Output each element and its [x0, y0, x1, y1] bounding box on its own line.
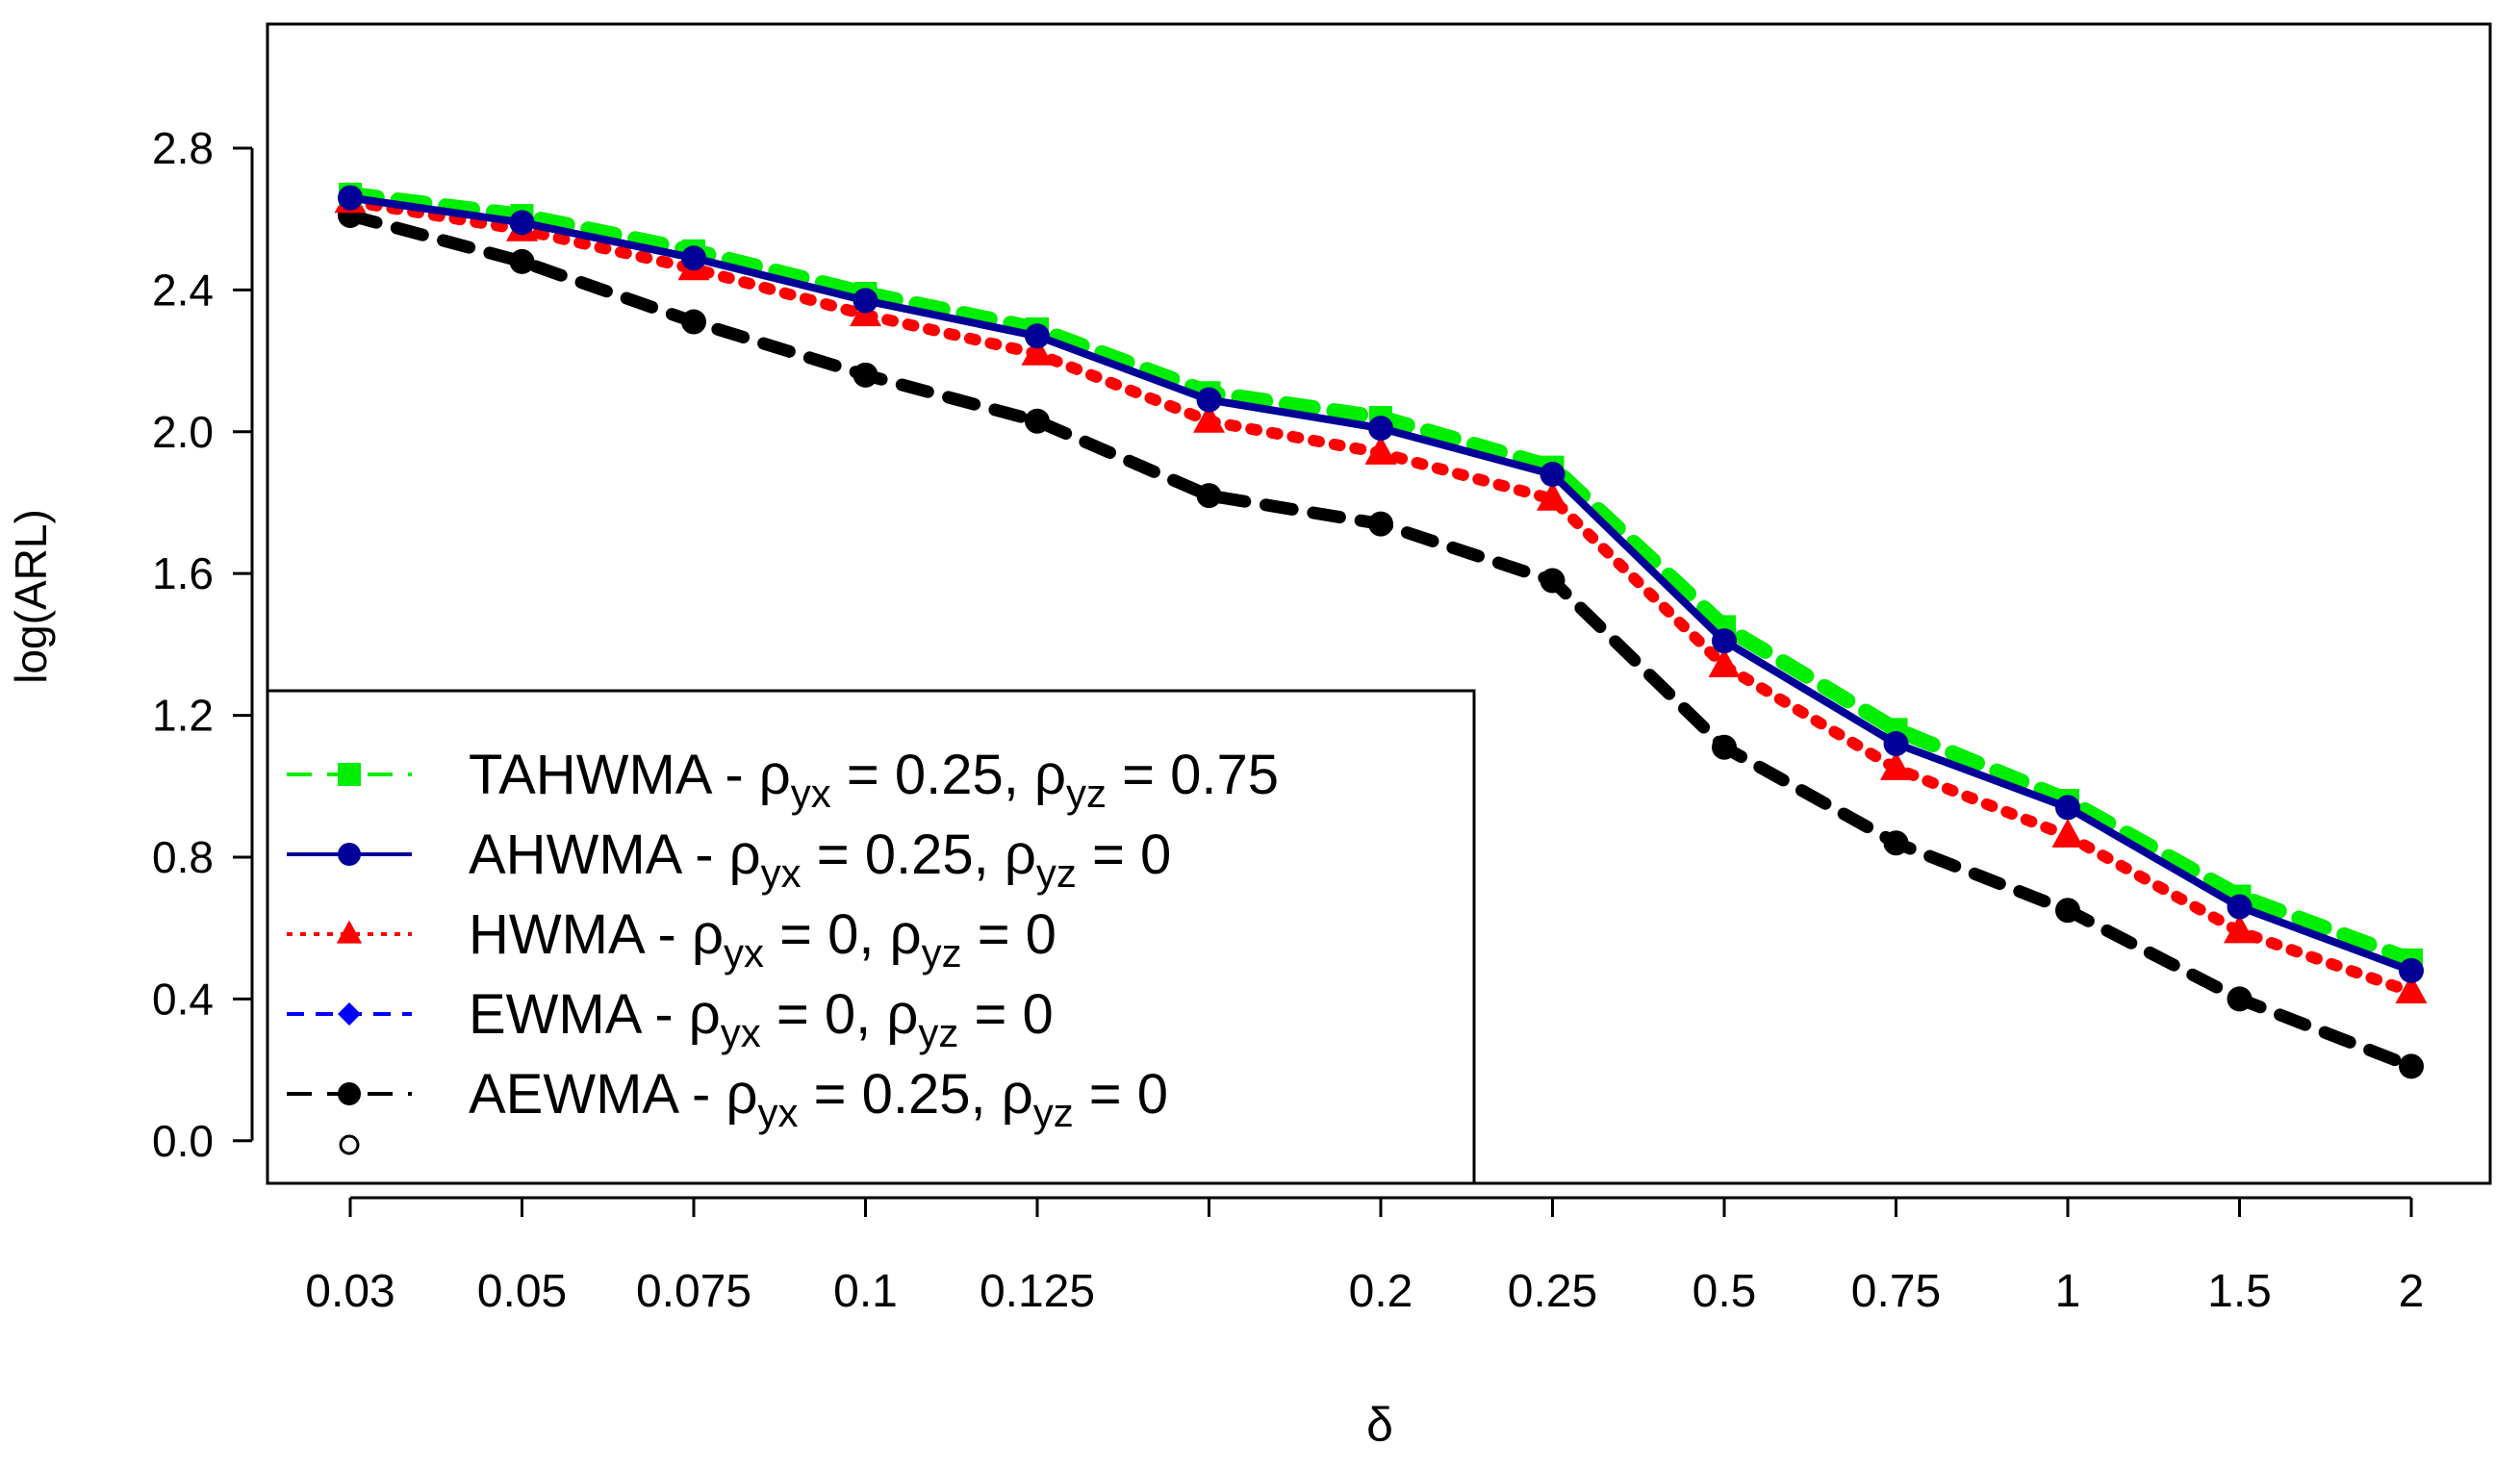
- data-point-hwma: [1880, 750, 1912, 780]
- series-layer: [334, 182, 2428, 1079]
- data-point-ahwma: [2227, 894, 2253, 920]
- y-tick-label: 0.8: [152, 832, 214, 882]
- legend-label-ewma: EWMA - ρyx = 0, ρyz = 0: [469, 983, 1054, 1055]
- y-tick-label: 2.8: [152, 123, 214, 173]
- data-point-ahwma: [2399, 957, 2424, 983]
- x-tick-label: 0.125: [980, 1266, 1095, 1317]
- data-point-ahwma: [509, 210, 535, 236]
- data-point-aewma: [2227, 986, 2253, 1012]
- x-tick-label: 0.5: [1693, 1266, 1757, 1317]
- legend-extra-open-circle: [339, 1134, 360, 1155]
- y-tick-label: 0.0: [152, 1116, 214, 1166]
- data-point-hwma: [1364, 435, 1397, 465]
- data-point-hwma: [2224, 914, 2255, 944]
- x-tick-label: 1.5: [2207, 1266, 2272, 1317]
- legend-item-ahwma: AHWMA - ρyx = 0.25, ρyz = 0: [287, 824, 1171, 896]
- x-tick-label: 2: [2399, 1266, 2425, 1317]
- y-tick-label: 1.6: [152, 548, 214, 598]
- x-tick-label: 0.1: [833, 1266, 898, 1317]
- data-point-aewma: [1196, 483, 1222, 509]
- legend-marker-ewma: [338, 1002, 361, 1026]
- data-point-hwma: [2051, 818, 2084, 848]
- data-point-hwma: [1193, 403, 1225, 433]
- legend-label-aewma: AEWMA - ρyx = 0.25, ρyz = 0: [469, 1063, 1168, 1135]
- data-point-aewma: [1025, 408, 1050, 434]
- data-point-aewma: [1712, 734, 1737, 760]
- data-point-ahwma: [1368, 416, 1393, 442]
- data-point-ahwma: [681, 245, 706, 271]
- x-tick-label: 0.25: [1508, 1266, 1597, 1317]
- y-tick-label: 0.4: [152, 974, 214, 1024]
- data-point-aewma: [1540, 568, 1565, 594]
- legend-item-aewma: AEWMA - ρyx = 0.25, ρyz = 0: [287, 1063, 1168, 1135]
- legend-item-ewma: EWMA - ρyx = 0, ρyz = 0: [287, 983, 1054, 1055]
- y-tick-label: 2.4: [152, 265, 214, 315]
- legend-marker-tahwma: [338, 763, 361, 786]
- legend-marker-aewma: [338, 1082, 361, 1105]
- data-point-aewma: [509, 248, 535, 274]
- data-point-aewma: [853, 362, 878, 388]
- legend-label-hwma: HWMA - ρyx = 0, ρyz = 0: [469, 903, 1056, 976]
- legend-item-hwma: HWMA - ρyx = 0, ρyz = 0: [287, 903, 1056, 976]
- legend-marker-ahwma: [338, 843, 361, 866]
- data-point-aewma: [1368, 511, 1393, 537]
- legend-marker-hwma: [336, 920, 363, 944]
- x-tick-label: 0.2: [1349, 1266, 1413, 1317]
- y-tick-label: 1.2: [152, 691, 214, 741]
- data-point-aewma: [2055, 898, 2080, 924]
- data-point-ahwma: [853, 288, 878, 314]
- y-axis-label: log(ARL): [6, 509, 56, 684]
- x-tick-label: 0.075: [636, 1266, 751, 1317]
- data-point-hwma: [1021, 336, 1054, 366]
- data-point-aewma: [2399, 1053, 2424, 1079]
- x-axis-label: δ: [1366, 1398, 1393, 1452]
- y-tick-label: 2.0: [152, 407, 214, 457]
- data-point-ahwma: [1883, 731, 1909, 757]
- data-point-hwma: [1708, 647, 1741, 677]
- data-point-ahwma: [1712, 628, 1737, 654]
- legend-label-ahwma: AHWMA - ρyx = 0.25, ρyz = 0: [469, 824, 1171, 896]
- data-point-aewma: [681, 309, 706, 335]
- legend-item-tahwma: TAHWMA - ρyx = 0.25, ρyz = 0.75: [287, 744, 1279, 816]
- x-tick-label: 0.05: [477, 1266, 567, 1317]
- legend-box: [266, 689, 1476, 1185]
- legend: TAHWMA - ρyx = 0.25, ρyz = 0.75 AHWMA - ρ…: [266, 689, 1476, 1185]
- data-point-ahwma: [2055, 795, 2080, 821]
- data-point-hwma: [1537, 481, 1568, 511]
- x-tick-label: 0.03: [305, 1266, 395, 1317]
- series-ahwma: [338, 185, 2424, 983]
- data-point-ahwma: [1025, 323, 1050, 349]
- data-point-aewma: [1883, 830, 1909, 856]
- axes: 0.0 0.4 0.8 1.2 1.6 2.0 2.4 2.8 0.03 0.05 0.075 0.1…: [152, 123, 2424, 1317]
- data-point-ahwma: [1196, 387, 1222, 413]
- x-tick-label: 1: [2055, 1266, 2081, 1317]
- data-point-ahwma: [338, 185, 363, 211]
- data-point-hwma: [2395, 975, 2428, 1004]
- x-tick-label: 0.75: [1851, 1266, 1941, 1317]
- legend-label-tahwma: TAHWMA - ρyx = 0.25, ρyz = 0.75: [469, 744, 1279, 816]
- data-point-ahwma: [1540, 461, 1565, 487]
